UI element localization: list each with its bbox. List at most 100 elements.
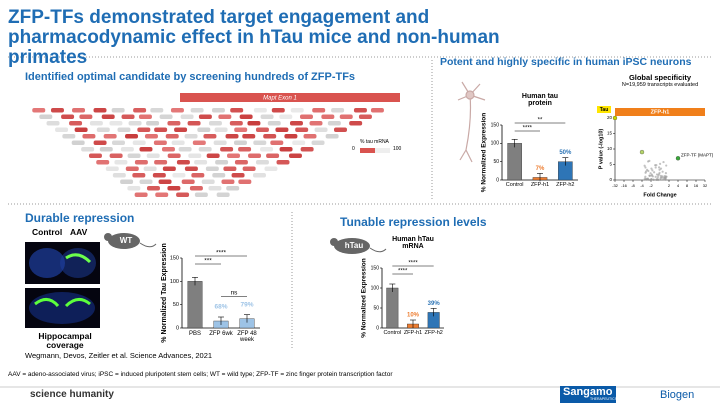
value-label: 7% (536, 166, 545, 172)
brain-image (29, 248, 65, 278)
x-tick-label: ZFP-h2 (556, 182, 575, 188)
heatmap-cell (79, 114, 93, 119)
heatmap-cell (349, 121, 363, 126)
heatmap-cell (176, 192, 190, 197)
panel-band (615, 108, 705, 116)
background-point (661, 170, 664, 173)
heatmap-cell (205, 166, 219, 171)
heatmap-cell (96, 127, 110, 132)
heatmap-cell (267, 121, 281, 126)
heatmap-cell (264, 166, 278, 171)
exon-label: Mapt Exon 1 (263, 96, 297, 102)
background-point (665, 175, 668, 178)
x-tick-label: -32 (612, 183, 619, 188)
background-point (654, 175, 657, 178)
heatmap-cell (137, 127, 151, 132)
heatmap-cell (229, 121, 243, 126)
heatmap-cell (260, 114, 274, 119)
heatmap-cell (239, 114, 253, 119)
x-tick-label: -16 (621, 183, 628, 188)
heatmap-cell (184, 166, 198, 171)
heatmap-cell (93, 108, 107, 113)
y-tick-label: 100 (170, 279, 179, 285)
heatmap-cell (370, 108, 384, 113)
y-tick-label: 100 (371, 285, 380, 291)
panel-label: ZFP-h1 (651, 109, 670, 115)
heatmap-cell (162, 166, 176, 171)
heatmap-cell (167, 153, 181, 158)
heatmap-cell (114, 160, 128, 165)
heatmap-cell (260, 147, 274, 152)
heatmap-cell (325, 134, 339, 139)
annotation: 79% (240, 301, 253, 308)
heatmap-cell (99, 147, 113, 152)
point (612, 115, 618, 121)
point-label: ZFP-TF (MAPT) (681, 152, 714, 157)
background-point (658, 162, 662, 165)
x-tick-label: 16 (694, 183, 699, 188)
legend-title: % tau mRNA (360, 139, 389, 145)
heatmap-cell (139, 147, 153, 152)
heatmap-cell (279, 114, 293, 119)
heatmap-cell (290, 108, 304, 113)
heatmap-cell (309, 121, 323, 126)
heatmap-cell (127, 153, 141, 158)
x-tick-label: 2 (668, 183, 671, 188)
heatmap-cell (220, 147, 234, 152)
heatmap-cell (82, 134, 96, 139)
heatmap-cell (276, 160, 290, 165)
heatmap-cell (238, 179, 252, 184)
heatmap-cell (117, 127, 131, 132)
heatmap-cell (206, 153, 220, 158)
y-tick-label: 20 (607, 115, 613, 120)
significance-label: **** (398, 269, 408, 275)
chart-title: Global specificity (628, 73, 692, 82)
heatmap-cell (190, 108, 204, 113)
heatmap-cell (247, 121, 261, 126)
chart-subtitle: N=19,959 transcripts evaluated (621, 82, 699, 88)
annotation: 68% (214, 304, 227, 311)
background-point (644, 166, 647, 169)
heatmap-cell (170, 108, 184, 113)
x-tick-label: ZFP-h1 (403, 330, 423, 336)
heatmap-cell (271, 108, 285, 113)
heatmap-cell (208, 121, 222, 126)
y-axis-label: % Normalized Expression (361, 258, 368, 337)
heatmap-cell (292, 140, 306, 145)
heatmap-cell (189, 186, 203, 191)
logo-box (560, 386, 616, 403)
heatmap-cell (255, 160, 269, 165)
heatmap-cell (198, 114, 212, 119)
heatmap-cell (279, 147, 293, 152)
x-tick-label: 32 (703, 183, 708, 188)
heatmap-cell (178, 147, 192, 152)
heatmap-cell (111, 140, 125, 145)
y-tick-label: 15 (607, 131, 613, 136)
background-point (650, 173, 653, 176)
logo-subtext: THERAPEUTICS (590, 397, 618, 401)
background-point (650, 167, 653, 170)
heatmap-cell (188, 153, 202, 158)
background-point (655, 178, 658, 181)
y-tick-label: 150 (371, 265, 380, 271)
heatmap-cell (153, 140, 167, 145)
chart-title: Human hTau mRNA (392, 236, 434, 251)
heatmap-cell (208, 186, 222, 191)
logo-text: Biogen (660, 389, 695, 401)
y-axis-label: P value (-log10) (598, 129, 604, 170)
heatmap-cell (194, 192, 208, 197)
value-label: 39% (428, 301, 441, 307)
y-tick-label: 50 (373, 305, 379, 311)
heatmap-cell (125, 134, 139, 139)
heatmap-cell (69, 121, 83, 126)
x-tick-label: ZFP-h2 (424, 330, 443, 336)
heatmap-cell (314, 127, 328, 132)
heatmap-cell (165, 134, 179, 139)
heatmap-cell (289, 121, 303, 126)
heatmap-cell (144, 134, 158, 139)
logo-text: science humanity (30, 389, 114, 400)
y-tick-label: 0 (376, 325, 379, 331)
heatmap-cell (128, 121, 142, 126)
background-point (648, 174, 651, 177)
